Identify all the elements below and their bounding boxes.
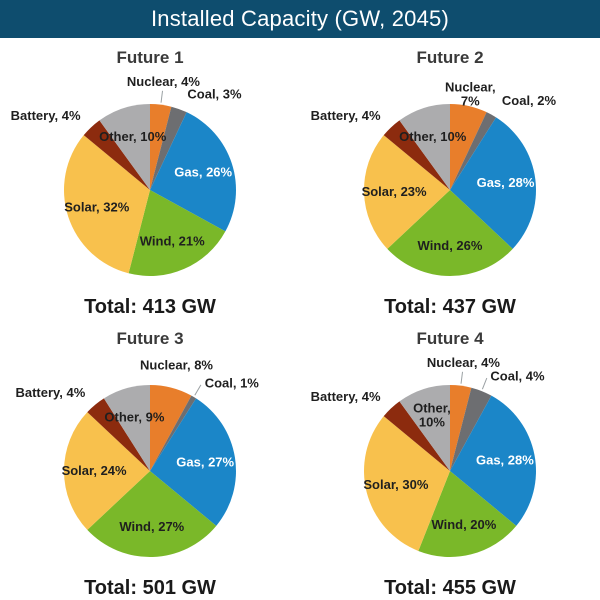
future-4-chart: Future 4 Nuclear, 4% Coal, 4% Gas, 28% Wind… — [300, 319, 600, 600]
charts-grid: Future 1 Nuclear, 4% Coal, 3% Gas, 26% Wind… — [0, 38, 600, 600]
solar-slice — [64, 412, 150, 530]
other-slice — [399, 104, 450, 190]
page-title: Installed Capacity (GW, 2045) — [150, 6, 450, 31]
battery-slice — [83, 120, 150, 190]
nuclear-slice-label: Nuclear, 4% — [127, 74, 200, 89]
coal-slice-label: Coal, 1% — [205, 376, 260, 391]
leader-line — [194, 384, 202, 396]
nuclear-slice-label: Nuclear, 4% — [427, 355, 500, 370]
gas-slice-label: Gas, 26% — [174, 165, 232, 180]
solar-slice — [364, 135, 450, 249]
chart-title: Future 4 — [416, 329, 484, 348]
battery-slice-label: Battery, 4% — [11, 108, 81, 123]
coal-slice-label: Coal, 3% — [187, 87, 242, 102]
pie-svg-future-2: Nuclear, 7% Coal, 2% Gas, 28% Wind, 26% Solar… — [311, 79, 557, 276]
battery-slice-label: Battery, 4% — [15, 385, 85, 400]
wind-slice — [418, 471, 517, 557]
battery-slice — [383, 120, 450, 190]
other-slice-label: Other, 10% — [399, 129, 467, 144]
solar-slice-label: Solar, 23% — [362, 184, 427, 199]
pie-svg-future-1: Nuclear, 4%Coal, 3% Gas, 26% Wind, 21% Sola… — [11, 74, 242, 277]
chart-title: Future 3 — [116, 329, 184, 348]
other-slice-label: Other, 10% — [413, 400, 451, 429]
pie-svg-future-3: Nuclear, 8% Coal, 1% Gas, 27% Wind, 27% Sola… — [15, 358, 260, 557]
wind-slice-label: Wind, 20% — [431, 517, 496, 532]
gas-slice — [150, 398, 236, 526]
future-2-chart: Future 2 Nuclear, 7% Coal, 2% Gas, 28% Wind,… — [300, 38, 600, 319]
wind-slice — [387, 190, 513, 276]
nuclear-slice — [450, 385, 472, 471]
chart-total: Total: 501 GW — [84, 577, 216, 599]
nuclear-slice-label: Nuclear, 8% — [140, 358, 213, 373]
other-slice — [103, 385, 150, 471]
wind-slice — [128, 190, 226, 277]
nuclear-slice — [450, 104, 487, 190]
leader-line — [160, 90, 164, 103]
gas-slice-label: Gas, 27% — [176, 454, 234, 469]
battery-slice-label: Battery, 4% — [311, 389, 381, 404]
gas-slice — [450, 117, 536, 249]
gas-slice-label: Gas, 28% — [477, 175, 535, 190]
gas-slice-label: Gas, 28% — [476, 453, 534, 468]
gas-slice — [150, 112, 237, 232]
coal-slice-label: Coal, 4% — [490, 369, 545, 384]
battery-slice-label: Battery, 4% — [311, 108, 381, 123]
solar-slice-label: Solar, 24% — [62, 463, 127, 478]
nuclear-slice-label: Nuclear, 7% — [445, 79, 496, 108]
header-bar: Installed Capacity (GW, 2045) — [0, 0, 600, 38]
wind-slice-label: Wind, 21% — [140, 233, 205, 248]
leader-line — [481, 377, 488, 390]
solar-slice-label: Solar, 32% — [64, 199, 129, 214]
coal-slice — [150, 395, 197, 471]
pie-svg-future-4: Nuclear, 4%Coal, 4% Gas, 28% Wind, 20% Sola… — [311, 355, 545, 557]
chart-title: Future 1 — [116, 48, 184, 67]
future-1-chart: Future 1 Nuclear, 4% Coal, 3% Gas, 26% Wind… — [0, 38, 300, 319]
coal-slice — [150, 106, 187, 190]
chart-total: Total: 455 GW — [384, 577, 516, 599]
other-slice-label: Other, 10% — [99, 129, 167, 144]
chart-title: Future 2 — [416, 48, 484, 67]
solar-slice — [64, 135, 150, 274]
wind-slice-label: Wind, 27% — [119, 519, 184, 534]
nuclear-slice — [150, 104, 172, 190]
future-3-chart: Future 3 Nuclear, 8% Coal, 1% Gas, 27% Wind… — [0, 319, 300, 600]
chart-total: Total: 413 GW — [84, 296, 216, 318]
leader-line — [460, 371, 464, 384]
gas-slice — [450, 395, 536, 526]
wind-slice — [87, 471, 217, 557]
other-slice — [99, 104, 150, 190]
other-slice — [399, 385, 450, 471]
chart-total: Total: 437 GW — [384, 296, 516, 318]
battery-slice — [383, 401, 450, 471]
wind-slice-label: Wind, 26% — [418, 238, 483, 253]
nuclear-slice — [150, 385, 192, 471]
solar-slice-label: Solar, 30% — [363, 477, 428, 492]
coal-slice — [450, 387, 492, 471]
coal-slice-label: Coal, 2% — [502, 93, 557, 108]
battery-slice — [87, 398, 150, 471]
solar-slice — [364, 416, 450, 551]
coal-slice — [450, 112, 497, 190]
other-slice-label: Other, 9% — [104, 409, 164, 424]
